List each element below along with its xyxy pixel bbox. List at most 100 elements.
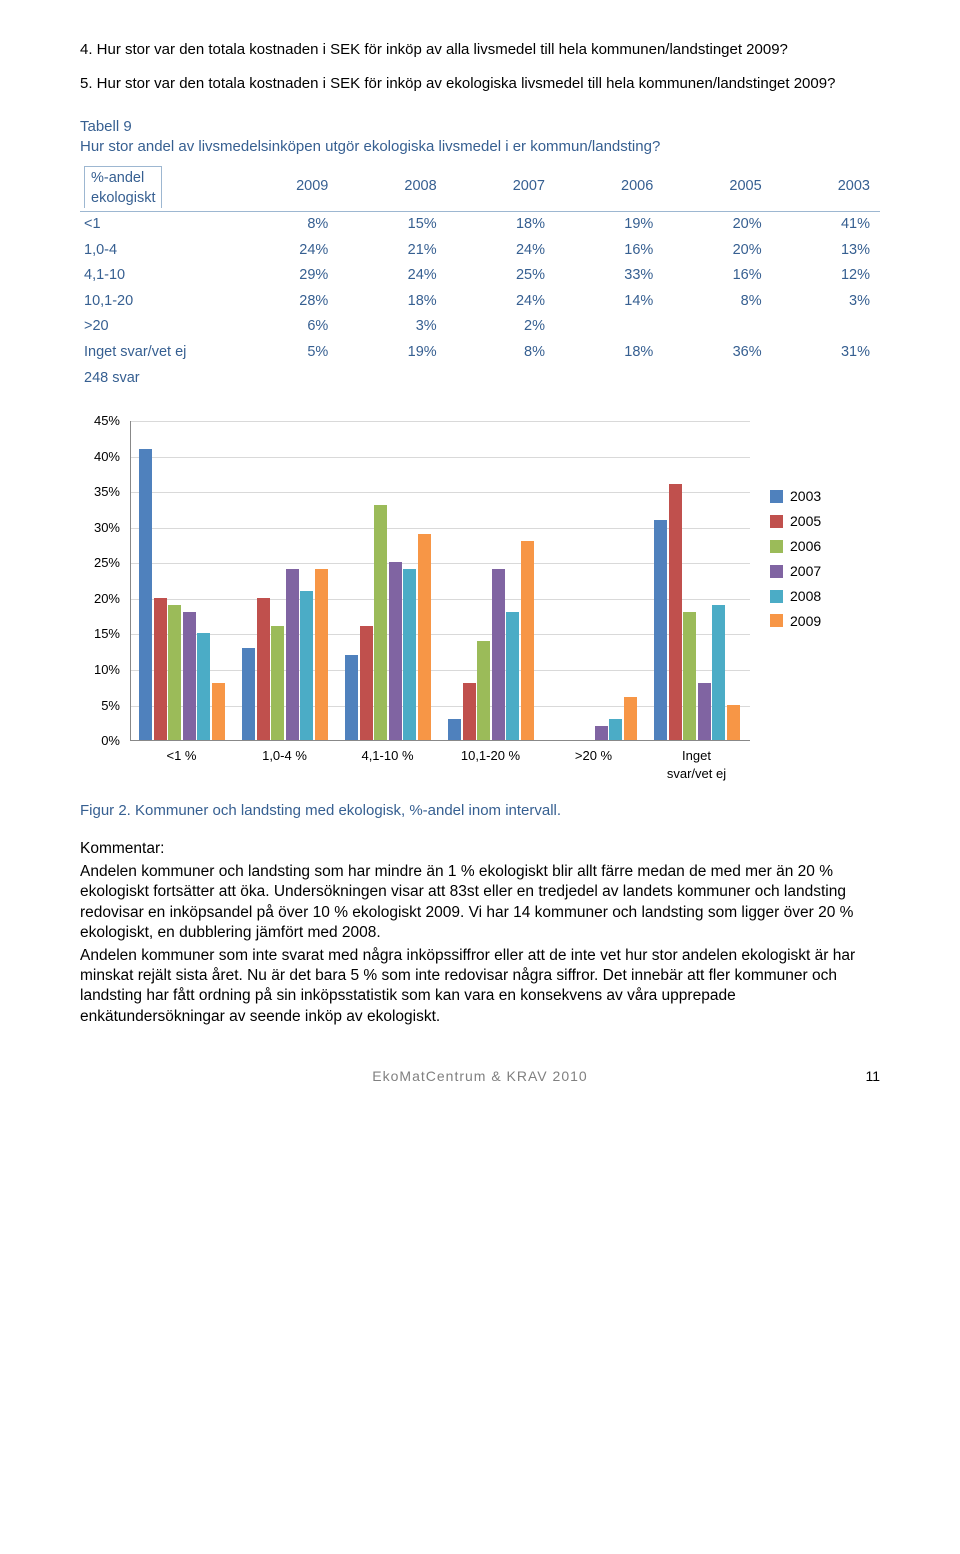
table-cell: 20% (663, 238, 771, 264)
table-cell (555, 314, 663, 340)
chart-bar (345, 655, 358, 740)
table-cell: 6% (230, 314, 338, 340)
chart-bar (403, 569, 416, 740)
table9-title-line2: Hur stor andel av livsmedelsinköpen utgö… (80, 138, 660, 155)
row-label: <1 (80, 212, 230, 238)
chart-bar (521, 541, 534, 740)
table9-title-line1: Tabell 9 (80, 118, 132, 135)
table-cell: 29% (230, 263, 338, 289)
col-2005: 2005 (663, 163, 771, 212)
chart-bar (315, 569, 328, 740)
table-row: 1,0-424%21%24%16%20%13% (80, 238, 880, 264)
y-tick-label: 5% (101, 697, 120, 715)
x-tick-label: 10,1-20 % (441, 747, 541, 765)
legend-swatch (770, 540, 783, 553)
table-cell: 13% (772, 238, 880, 264)
table-cell: 18% (447, 212, 555, 238)
chart-bar (418, 534, 431, 740)
legend-item: 2003 (770, 487, 821, 506)
rowhead-label2: ekologiskt (91, 190, 155, 206)
chart-bar (242, 648, 255, 740)
legend-item: 2008 (770, 587, 821, 606)
table-rowhead-cell: %-andel ekologiskt (80, 163, 230, 212)
legend-label: 2009 (790, 612, 821, 631)
commentary-label: Kommentar: (80, 839, 880, 859)
table-row: >206%3%2% (80, 314, 880, 340)
chart-legend: 200320052006200720082009 (770, 481, 821, 636)
chart-bar (389, 562, 402, 740)
chart-bar (183, 612, 196, 740)
chart-bar (374, 505, 387, 740)
col-2007: 2007 (447, 163, 555, 212)
x-tick-label: <1 % (132, 747, 232, 765)
legend-label: 2006 (790, 537, 821, 556)
legend-swatch (770, 565, 783, 578)
y-tick-label: 15% (94, 626, 120, 644)
table-cell: 33% (555, 263, 663, 289)
table-header-row: %-andel ekologiskt 2009 2008 2007 2006 2… (80, 163, 880, 212)
table-cell: 41% (772, 212, 880, 238)
y-tick-label: 45% (94, 412, 120, 430)
chart-bar (727, 705, 740, 741)
legend-item: 2005 (770, 512, 821, 531)
chart-bar (492, 569, 505, 740)
col-2008: 2008 (338, 163, 446, 212)
x-tick-label: 1,0-4 % (235, 747, 335, 765)
legend-item: 2009 (770, 612, 821, 631)
y-tick-label: 20% (94, 590, 120, 608)
table9-title: Tabell 9 Hur stor andel av livsmedelsink… (80, 117, 880, 158)
footer-text: EkoMatCentrum & KRAV 2010 (372, 1068, 587, 1084)
commentary-block: Kommentar: Andelen kommuner och landstin… (80, 839, 880, 1027)
col-2006: 2006 (555, 163, 663, 212)
question-5: 5. Hur stor var den totala kostnaden i S… (80, 74, 880, 94)
table-cell: 18% (338, 289, 446, 315)
table-cell: 3% (772, 289, 880, 315)
chart-bar (197, 633, 210, 740)
chart-bar (463, 683, 476, 740)
table-cell: 5% (230, 340, 338, 366)
table-footnote: 248 svar (80, 366, 230, 392)
chart-bar (300, 591, 313, 740)
legend-swatch (770, 614, 783, 627)
chart-bar (654, 520, 667, 740)
table-row: 4,1-1029%24%25%33%16%12% (80, 263, 880, 289)
chart-bar (271, 626, 284, 740)
col-2009: 2009 (230, 163, 338, 212)
chart-bar (669, 484, 682, 740)
chart-bar (286, 569, 299, 740)
table-cell: 36% (663, 340, 771, 366)
chart-bar (624, 697, 637, 740)
y-tick-label: 25% (94, 555, 120, 573)
legend-swatch (770, 490, 783, 503)
table-cell: 19% (338, 340, 446, 366)
chart-x-axis-labels: <1 %1,0-4 %4,1-10 %10,1-20 %>20 %Ingetsv… (130, 747, 750, 781)
chart-bar (139, 449, 152, 741)
table-row: Inget svar/vet ej5%19%8%18%36%31% (80, 340, 880, 366)
legend-label: 2005 (790, 512, 821, 531)
legend-swatch (770, 590, 783, 603)
table-cell (663, 314, 771, 340)
table-cell: 8% (663, 289, 771, 315)
table-cell: 21% (338, 238, 446, 264)
table-row: 10,1-2028%18%24%14%8%3% (80, 289, 880, 315)
figure2-chart: 0%5%10%15%20%25%30%35%40%45% <1 %1,0-4 %… (80, 421, 880, 781)
x-tick-label: >20 % (544, 747, 644, 765)
table-cell: 16% (555, 238, 663, 264)
table-cell: 15% (338, 212, 446, 238)
table-cell: 24% (230, 238, 338, 264)
table-cell: 20% (663, 212, 771, 238)
table-cell: 14% (555, 289, 663, 315)
y-tick-label: 0% (101, 732, 120, 750)
table-cell: 18% (555, 340, 663, 366)
y-tick-label: 10% (94, 661, 120, 679)
chart-bar (154, 598, 167, 740)
chart-bar (698, 683, 711, 740)
page-number: 11 (865, 1067, 880, 1086)
chart-bar (360, 626, 373, 740)
chart-bar (448, 719, 461, 740)
y-tick-label: 40% (94, 448, 120, 466)
table-cell: 2% (447, 314, 555, 340)
rowhead-label1: %-andel (91, 170, 144, 186)
row-label: Inget svar/vet ej (80, 340, 230, 366)
page-footer: EkoMatCentrum & KRAV 2010 11 (80, 1067, 880, 1086)
